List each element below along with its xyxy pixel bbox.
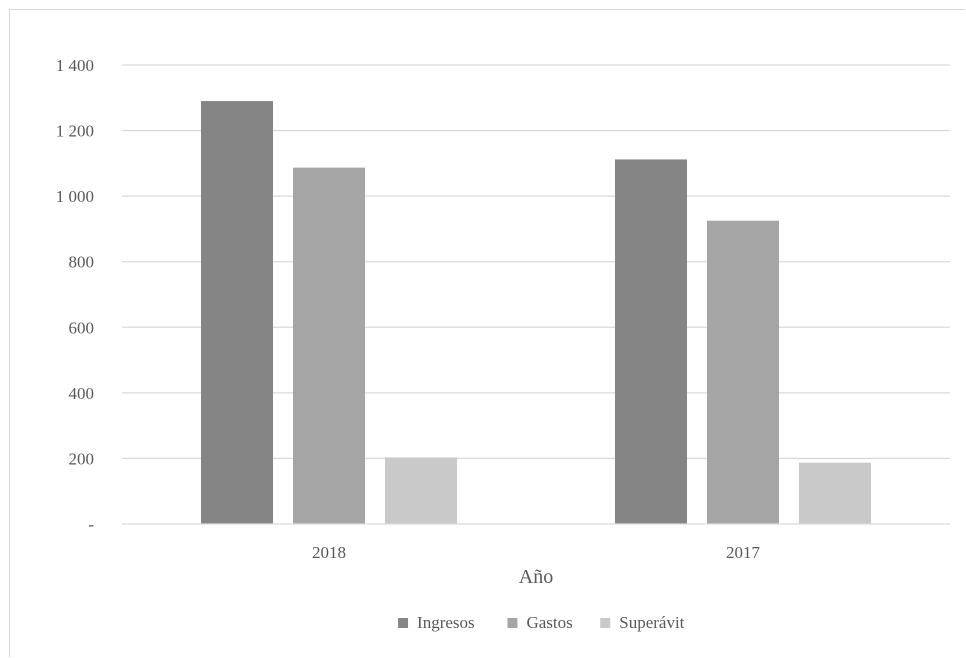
- legend-label: Ingresos: [417, 613, 475, 632]
- legend-swatch: [507, 618, 518, 628]
- bar-super-vit-2017: [799, 462, 871, 524]
- y-tick-label: 1 000: [56, 187, 94, 206]
- bars: [201, 101, 871, 525]
- bar-super-vit-2018: [385, 457, 457, 524]
- y-tick-label: 600: [69, 318, 95, 337]
- y-tick-label: -: [88, 515, 94, 534]
- x-tick-label: 2018: [312, 543, 346, 562]
- bar-ingresos-2018: [201, 101, 273, 525]
- y-tick-label: 200: [69, 449, 95, 468]
- legend-label: Superávit: [619, 613, 684, 632]
- legend-swatch: [600, 618, 611, 628]
- x-tick-label: 2017: [726, 543, 761, 562]
- x-axis-title: Año: [519, 566, 553, 588]
- y-axis-tick-labels: - 200 400 600 800 1 000 1 200 1 400: [56, 56, 95, 534]
- y-tick-label: 1 400: [56, 56, 94, 75]
- bar-gastos-2018: [293, 167, 365, 524]
- y-tick-label: 400: [69, 384, 95, 403]
- y-tick-label: 1 200: [56, 122, 94, 141]
- y-tick-label: 800: [69, 253, 95, 272]
- legend-label: Gastos: [526, 613, 572, 632]
- x-axis-tick-labels: 2018 2017: [312, 543, 761, 562]
- legend: Ingresos Gastos Superávit: [398, 613, 685, 632]
- bar-gastos-2017: [707, 220, 779, 524]
- legend-swatch: [398, 618, 409, 628]
- bar-ingresos-2017: [615, 159, 687, 524]
- chart-frame: [9, 9, 965, 657]
